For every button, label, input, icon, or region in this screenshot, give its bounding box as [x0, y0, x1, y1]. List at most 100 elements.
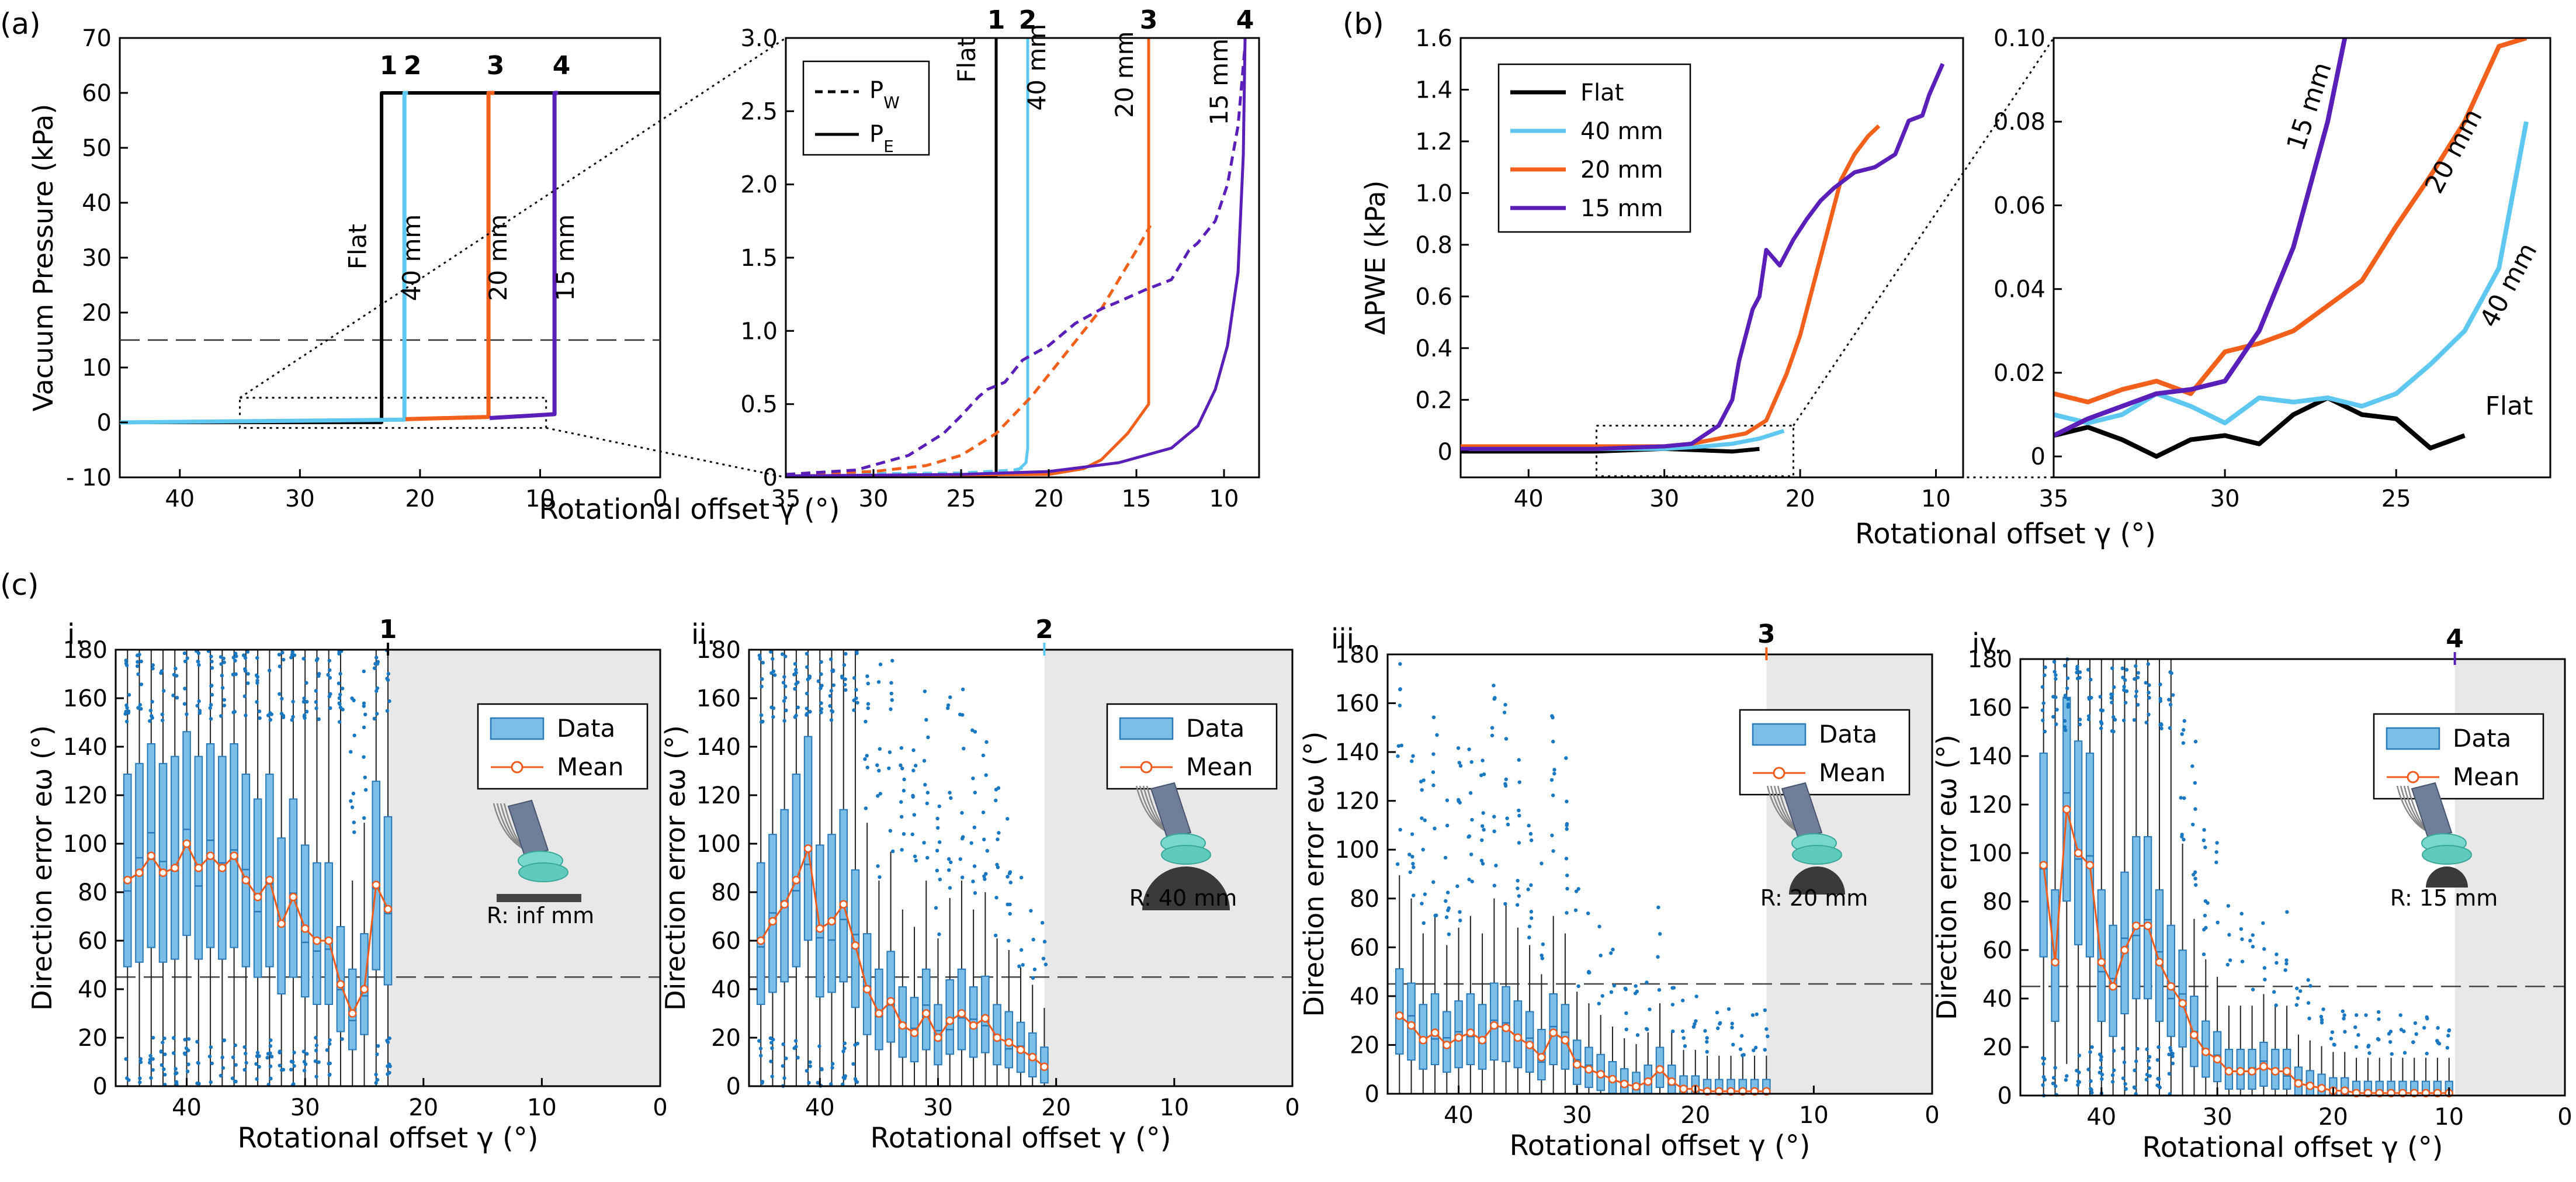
b1-ytick-label: 0.4: [1415, 335, 1452, 362]
c1-mean-point: [383, 904, 393, 914]
c1-outlier: [125, 706, 129, 710]
c2-outlier: [771, 706, 776, 710]
c3-outlier: [1435, 733, 1439, 737]
c1-outlier: [175, 695, 179, 700]
c4-outlier: [2201, 838, 2206, 843]
c1-outlier: [209, 1045, 213, 1049]
c4-outlier: [2182, 837, 2186, 842]
a2-xtick-label: 10: [1209, 486, 1239, 512]
c2-outlier: [878, 662, 883, 667]
c1-outlier: [195, 703, 200, 708]
c1-outlier: [268, 1051, 272, 1055]
c2-outlier: [923, 689, 927, 694]
a1-xtick-label: 20: [405, 486, 435, 512]
c2-outlier: [911, 748, 916, 753]
c1-outlier: [387, 699, 391, 703]
c1-outlier: [265, 1056, 269, 1060]
c4-mean-point: [2305, 1082, 2314, 1090]
c1-outlier: [197, 699, 201, 703]
c2-xtick-label: 0: [1285, 1094, 1299, 1121]
c4-outlier: [2121, 718, 2126, 723]
b1-xtick-label: 30: [1649, 486, 1679, 512]
c2-mean-point: [1040, 1062, 1049, 1072]
c4-outlier: [2225, 962, 2230, 967]
c2-outlier: [855, 1041, 859, 1046]
c1-outlier: [182, 1051, 187, 1055]
c4-outlier: [2155, 1058, 2160, 1062]
c4-outlier: [2168, 726, 2172, 730]
c2-mean-point: [898, 1021, 907, 1030]
c1-outlier: [314, 1043, 318, 1048]
c3-outlier: [1597, 1001, 1601, 1006]
c4-outlier: [2148, 1074, 2152, 1078]
c1-outlier: [268, 717, 273, 722]
b1-frame: [1459, 37, 1964, 479]
c1-outlier: [257, 1065, 261, 1069]
c3-outlier: [1444, 899, 1448, 903]
b2-series-group: [2054, 38, 2529, 459]
c4-mean-point: [2236, 1067, 2245, 1076]
a1-label-20: 20 mm: [484, 214, 512, 301]
c2-mean-point: [756, 936, 765, 945]
a1-marker-4: 4: [553, 51, 571, 81]
c4-outlier: [2168, 702, 2173, 707]
c1-outlier: [352, 820, 356, 824]
b2-xtick-label: 35: [2039, 486, 2069, 512]
c1-outlier: [139, 682, 144, 687]
c4-outlier: [2062, 725, 2067, 729]
c4-outlier: [2156, 1077, 2160, 1081]
c2-outlier: [769, 1041, 774, 1045]
c4-outlier: [2167, 698, 2171, 702]
c3-outlier: [1752, 1048, 1756, 1052]
c3-outlier: [1431, 715, 1436, 719]
c1-mean-point: [253, 893, 262, 902]
c2-outlier: [1006, 902, 1010, 907]
c4-outlier: [2112, 1049, 2116, 1053]
c1-outlier: [386, 678, 390, 682]
c2-outlier: [843, 682, 847, 687]
c1-outlier: [221, 1038, 226, 1042]
c4-outlier: [2306, 978, 2310, 982]
c3-outlier: [1718, 1021, 1722, 1025]
c2-outlier: [937, 804, 941, 809]
c2-outlier: [971, 776, 975, 781]
c3-outlier: [1540, 953, 1544, 958]
c4-box: [2132, 836, 2141, 1000]
c3-outlier: [1527, 935, 1531, 940]
c1-outlier: [255, 1051, 260, 1055]
c2-outlier: [805, 691, 809, 696]
c2-outlier: [828, 657, 833, 661]
c4-outlier: [2377, 1038, 2381, 1042]
c1-outlier: [349, 799, 353, 803]
a2-marker-3: 3: [1140, 5, 1158, 35]
c3-outlier: [1458, 764, 1463, 768]
c4-outlier: [2040, 708, 2045, 712]
c3-outlier: [1445, 890, 1450, 895]
c3-outlier: [1683, 1044, 1687, 1048]
c4-outlier: [2122, 688, 2126, 692]
c2-marker-2: 2: [1035, 615, 1053, 644]
c1-outlier: [210, 1061, 214, 1066]
c3-outlier: [1516, 879, 1520, 883]
c2-outlier: [938, 877, 942, 882]
c1-mean-point: [171, 864, 179, 872]
c3-mean-point: [1596, 1070, 1605, 1079]
c1-ytick-label: 60: [78, 928, 108, 955]
c1-outlier: [171, 694, 175, 698]
c3-outlier: [1551, 715, 1555, 720]
c4-outlier: [2402, 1029, 2406, 1034]
c2-outlier: [805, 1069, 809, 1073]
c4-outlier: [2089, 1079, 2093, 1083]
c1-outlier: [175, 674, 179, 678]
c4-outlier: [2168, 670, 2172, 674]
c2-outlier: [783, 684, 788, 688]
c3-outlier: [1658, 932, 1662, 936]
c2-box: [816, 844, 824, 998]
c2-outlier: [935, 826, 940, 830]
c2-outlier: [960, 875, 965, 879]
c4-outlier: [2053, 1066, 2057, 1070]
c1-outlier: [316, 657, 320, 661]
c2-outlier: [1008, 881, 1013, 885]
a1-label-15: 15 mm: [551, 214, 580, 301]
c4-outlier: [2144, 720, 2148, 725]
